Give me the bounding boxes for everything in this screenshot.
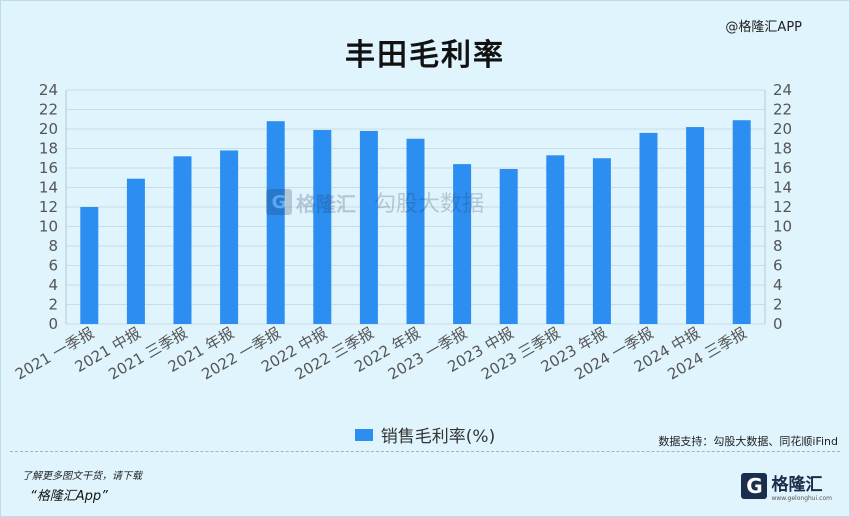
bar	[126, 178, 145, 324]
y-tick-label-left: 12	[39, 198, 58, 216]
legend-label: 销售毛利率(%)	[380, 427, 496, 447]
y-tick-label-left: 2	[48, 296, 58, 314]
y-tick-label-left: 6	[48, 257, 58, 275]
y-tick-label-left: 24	[39, 81, 58, 99]
y-tick-label-left: 10	[39, 218, 58, 236]
chart-legend: 销售毛利率(%)	[0, 422, 850, 447]
gelonghui-logo-icon: G	[741, 473, 768, 499]
legend-swatch	[354, 428, 373, 441]
chart-title: 丰田毛利率	[345, 38, 505, 73]
bar	[173, 156, 192, 324]
y-tick-label-right: 12	[773, 198, 792, 216]
bar	[313, 129, 332, 324]
watermark-brand: 格隆汇	[296, 191, 356, 216]
y-tick-label-left: 14	[39, 179, 58, 197]
y-tick-label-right: 4	[773, 276, 783, 294]
bar	[359, 130, 378, 324]
y-tick-label-right: 22	[773, 101, 792, 119]
y-tick-label-left: 0	[48, 315, 58, 333]
bar	[453, 164, 472, 324]
y-tick-label-left: 4	[48, 276, 58, 294]
bar	[732, 120, 751, 324]
y-tick-label-right: 0	[773, 315, 783, 333]
footer-note: 了解更多图文干货，请下载	[22, 471, 142, 482]
watermark-logo-icon: G	[266, 189, 292, 215]
bar	[406, 138, 425, 324]
y-tick-label-right: 20	[773, 120, 792, 138]
footer-logo-url: www.gelonghui.com	[771, 495, 832, 502]
bar	[686, 127, 705, 324]
bar	[499, 168, 518, 324]
y-tick-label-left: 22	[39, 101, 58, 119]
y-tick-label-left: 20	[39, 120, 58, 138]
y-tick-label-right: 6	[773, 257, 783, 275]
footer-logo-text: 格隆汇	[771, 475, 823, 495]
watermark-text: 勾股大数据	[374, 192, 485, 217]
y-tick-label-right: 14	[773, 179, 792, 197]
footer-app-name: “格隆汇App”	[30, 489, 108, 504]
y-tick-label-right: 16	[773, 159, 792, 177]
bar	[80, 207, 99, 324]
data-source: 数据支持：勾股大数据、同花顺iFind	[658, 435, 838, 448]
y-tick-label-right: 8	[773, 237, 783, 255]
y-tick-label-left: 18	[39, 140, 58, 158]
bar	[266, 121, 285, 324]
bar	[639, 132, 658, 324]
y-tick-label-right: 24	[773, 81, 792, 99]
footer-logo: G 格隆汇 www.gelonghui.com	[741, 470, 832, 502]
bar	[220, 150, 239, 324]
bar	[592, 158, 611, 324]
y-tick-label-left: 8	[48, 237, 58, 255]
y-tick-label-right: 10	[773, 218, 792, 236]
bar	[546, 155, 565, 324]
top-watermark: @格隆汇APP	[725, 20, 802, 35]
center-watermark: G 格隆汇 勾股大数据	[266, 186, 484, 218]
y-tick-label-right: 2	[773, 296, 783, 314]
y-tick-label-left: 16	[39, 159, 58, 177]
footer-divider	[10, 451, 840, 452]
y-tick-label-right: 18	[773, 140, 792, 158]
